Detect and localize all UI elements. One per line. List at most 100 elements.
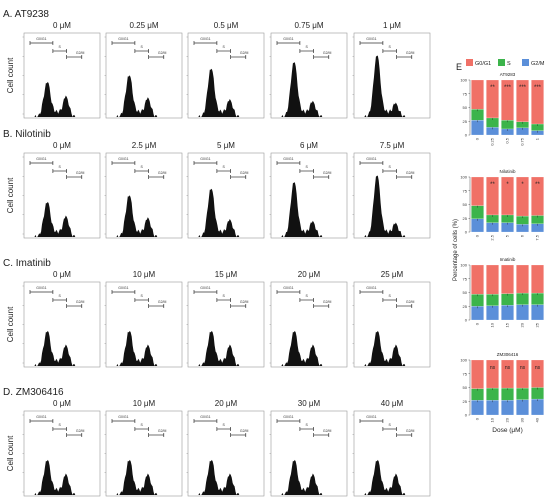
histogram-ylabel: Cell count (6, 435, 15, 471)
y-tick-label: 100 (460, 78, 467, 83)
subplot-title: ZM306416 (497, 352, 519, 357)
bar-segment (501, 264, 514, 294)
gate-label: G0/G1 (200, 415, 210, 419)
bar-segment (471, 79, 484, 110)
y-tick-label: 100 (460, 358, 467, 363)
gate-label: S (59, 165, 62, 169)
significance-label: ** (490, 85, 495, 91)
x-tick-label: 10 (490, 417, 495, 422)
significance-label: *** (504, 85, 512, 91)
histogram-frame (187, 32, 265, 119)
gate-label: S (59, 423, 62, 427)
y-tick-label: 0 (465, 230, 468, 235)
bar-segment (471, 400, 484, 416)
gate-label: G2/M (323, 171, 332, 175)
x-tick-label: 2.5 (490, 234, 495, 240)
histogram-peaks (188, 68, 264, 117)
y-tick-label: 75 (463, 188, 468, 193)
dose-label: 10 μM (133, 399, 156, 408)
histogram-peaks (271, 459, 347, 495)
gate-label: G0/G1 (118, 37, 128, 41)
panel-e-ylabel: Percentage of cells (%) (453, 219, 459, 281)
y-tick-label: 100 (460, 263, 467, 268)
histogram-peaks (106, 330, 182, 366)
gate-label: G0/G1 (283, 286, 293, 290)
significance-label: ns (535, 365, 541, 371)
y-tick-label: 75 (463, 91, 468, 96)
gate-label: S (306, 45, 309, 49)
gate-label: G2/M (240, 171, 249, 175)
y-tick-label: 75 (463, 371, 468, 376)
bar-segment (471, 264, 484, 295)
histogram-frame (105, 152, 183, 239)
gate-label: S (141, 165, 144, 169)
histogram-peaks (354, 459, 430, 495)
legend-label: G0/G1 (475, 61, 491, 67)
x-tick-label: 7.5 (535, 234, 540, 240)
x-tick-label: 6 (520, 234, 525, 237)
histogram-peaks (271, 330, 347, 366)
bar-segment (501, 400, 514, 416)
gate-label: G2/M (76, 51, 85, 55)
gate-label: G0/G1 (283, 37, 293, 41)
gate-label: G0/G1 (36, 415, 46, 419)
gate-label: G2/M (406, 300, 415, 304)
x-tick-label: 0 (475, 234, 480, 237)
gate-label: G0/G1 (200, 286, 210, 290)
gate-label: G0/G1 (366, 157, 376, 161)
bar-segment (531, 304, 544, 321)
histogram-frame (187, 281, 265, 368)
gate-label: G0/G1 (118, 415, 128, 419)
gate-label: S (223, 165, 226, 169)
histogram-peaks (188, 459, 264, 495)
x-tick-label: 0 (475, 417, 480, 420)
significance-label: ** (490, 182, 495, 188)
dose-label: 20 μM (298, 270, 321, 279)
histogram-ylabel: Cell count (6, 306, 15, 342)
gate-label: S (389, 294, 392, 298)
bar-segment (471, 306, 484, 321)
dose-label: 0.25 μM (129, 21, 158, 30)
gate-label: S (141, 45, 144, 49)
histogram-frame (23, 152, 101, 239)
gate-label: G2/M (406, 171, 415, 175)
histogram-frame (353, 281, 431, 368)
gate-label: G0/G1 (36, 157, 46, 161)
histogram-peaks (354, 55, 430, 117)
dose-label: 7.5 μM (380, 141, 405, 150)
x-tick-label: 25 (535, 322, 540, 327)
histogram-frame (23, 410, 101, 497)
x-tick-label: 0.25 (490, 137, 495, 146)
bar-segment (516, 304, 529, 321)
histogram-peaks (271, 62, 347, 117)
bar-segment (516, 359, 529, 389)
significance-label: * (521, 182, 524, 188)
histogram-frame (353, 152, 431, 239)
gate-label: G2/M (76, 300, 85, 304)
y-tick-label: 25 (463, 119, 468, 124)
significance-label: ** (535, 182, 540, 188)
bar-segment (486, 79, 499, 119)
gate-label: G0/G1 (118, 286, 128, 290)
significance-label: ns (505, 365, 511, 371)
gate-label: S (306, 294, 309, 298)
gate-label: G2/M (323, 51, 332, 55)
histogram-frame (105, 410, 183, 497)
y-tick-label: 0 (465, 413, 468, 418)
gate-label: S (141, 294, 144, 298)
panel-title: C. Imatinib (3, 258, 51, 269)
legend-label: S (507, 61, 511, 67)
x-tick-label: 15 (505, 322, 510, 327)
bar-segment (486, 400, 499, 416)
gate-label: G0/G1 (200, 37, 210, 41)
histogram-peaks (24, 459, 100, 495)
legend-swatch (522, 59, 529, 66)
subplot-title: AT9283 (500, 72, 516, 77)
legend-label: G2/M (531, 61, 545, 67)
histogram-peaks (354, 175, 430, 237)
bar-segment (471, 176, 484, 206)
gate-label: S (141, 423, 144, 427)
x-tick-label: 5 (505, 234, 510, 237)
bar-segment (531, 264, 544, 294)
